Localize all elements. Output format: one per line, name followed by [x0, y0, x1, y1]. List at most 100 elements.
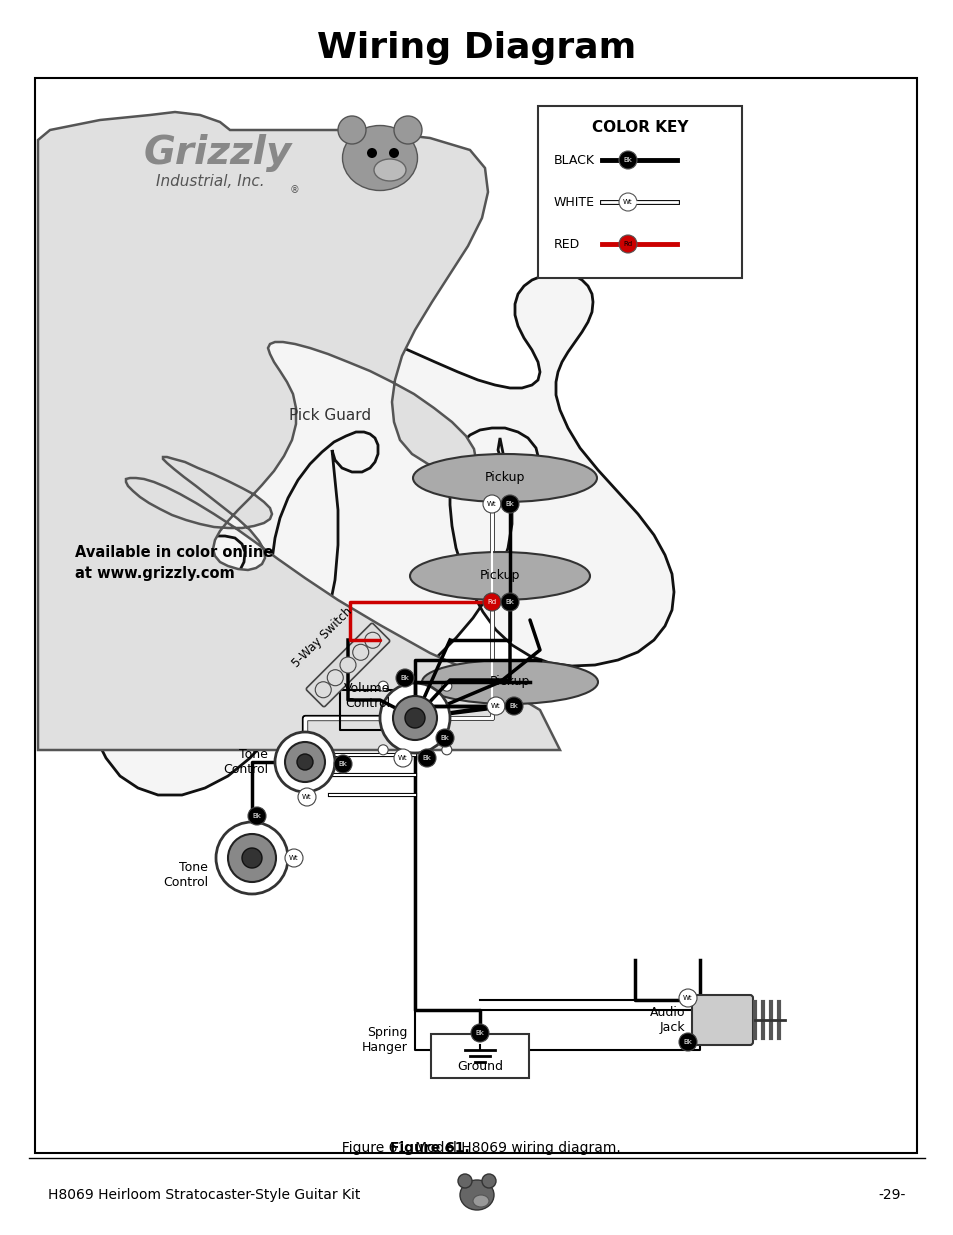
Text: RED: RED [554, 237, 579, 251]
Circle shape [242, 848, 262, 868]
Ellipse shape [473, 1195, 489, 1207]
Text: Audio
Jack: Audio Jack [649, 1007, 684, 1034]
Text: Pick Guard: Pick Guard [289, 408, 371, 422]
Text: -29-: -29- [878, 1188, 905, 1202]
Circle shape [482, 593, 500, 611]
Ellipse shape [374, 159, 406, 182]
Circle shape [297, 788, 315, 806]
Circle shape [355, 647, 365, 657]
Text: Bk: Bk [623, 157, 632, 163]
Circle shape [436, 729, 454, 747]
Circle shape [285, 742, 325, 782]
Circle shape [337, 116, 366, 144]
Text: Bk: Bk [505, 599, 514, 605]
Text: Wt: Wt [397, 755, 407, 761]
Text: Bk: Bk [422, 755, 431, 761]
FancyBboxPatch shape [537, 106, 741, 278]
Text: Bk: Bk [505, 501, 514, 508]
Text: Bk: Bk [400, 676, 409, 680]
Text: Bk: Bk [509, 703, 517, 709]
Text: Wt: Wt [682, 995, 692, 1002]
Circle shape [482, 495, 500, 513]
Circle shape [327, 669, 343, 685]
Circle shape [441, 682, 452, 692]
Circle shape [228, 834, 275, 882]
Circle shape [500, 593, 518, 611]
Polygon shape [56, 115, 673, 795]
Circle shape [364, 632, 380, 648]
Text: Bk: Bk [440, 735, 449, 741]
Circle shape [248, 806, 266, 825]
Text: Wiring Diagram: Wiring Diagram [317, 31, 636, 65]
Text: Bk: Bk [683, 1039, 692, 1045]
Circle shape [481, 1174, 496, 1188]
Circle shape [394, 116, 421, 144]
Circle shape [367, 635, 377, 645]
Text: Ground: Ground [456, 1061, 502, 1073]
Circle shape [393, 697, 436, 740]
Text: Wt: Wt [622, 199, 632, 205]
Ellipse shape [342, 126, 417, 190]
Circle shape [441, 745, 452, 755]
Text: Pickup: Pickup [479, 569, 519, 583]
Text: Grizzly: Grizzly [144, 135, 292, 172]
Circle shape [296, 755, 313, 769]
Circle shape [618, 193, 637, 211]
Text: COLOR KEY: COLOR KEY [591, 121, 687, 136]
Text: Tone
Control: Tone Control [223, 748, 268, 776]
Circle shape [377, 682, 388, 692]
Text: Figure 61.: Figure 61. [390, 1141, 469, 1155]
Ellipse shape [421, 659, 598, 704]
Text: Tone
Control: Tone Control [163, 861, 208, 889]
Circle shape [318, 684, 328, 695]
Text: Rd: Rd [487, 599, 497, 605]
FancyBboxPatch shape [306, 624, 390, 706]
Circle shape [679, 1032, 697, 1051]
Circle shape [618, 151, 637, 169]
Circle shape [504, 697, 522, 715]
Circle shape [334, 755, 352, 773]
Circle shape [486, 697, 504, 715]
Text: ®: ® [290, 185, 299, 195]
Circle shape [417, 748, 436, 767]
Text: WHITE: WHITE [554, 195, 595, 209]
Circle shape [274, 732, 335, 792]
Text: H8069 Heirloom Stratocaster-Style Guitar Kit: H8069 Heirloom Stratocaster-Style Guitar… [48, 1188, 360, 1202]
Text: Bk: Bk [475, 1030, 484, 1036]
Text: Wt: Wt [487, 501, 497, 508]
Text: Wt: Wt [491, 703, 500, 709]
Circle shape [215, 823, 288, 894]
Text: BLACK: BLACK [554, 153, 595, 167]
Text: Bk: Bk [253, 813, 261, 819]
Ellipse shape [413, 454, 597, 501]
Polygon shape [38, 112, 559, 750]
Circle shape [377, 745, 388, 755]
Text: Spring
Hanger: Spring Hanger [362, 1026, 408, 1053]
Circle shape [618, 235, 637, 253]
Text: Bk: Bk [338, 761, 347, 767]
Circle shape [395, 669, 414, 687]
Text: Pickup: Pickup [489, 676, 530, 688]
Circle shape [500, 495, 518, 513]
Circle shape [379, 683, 450, 753]
Circle shape [394, 748, 412, 767]
Circle shape [330, 673, 340, 683]
Text: Available in color online
at www.grizzly.com: Available in color online at www.grizzly… [75, 545, 274, 580]
Circle shape [343, 659, 353, 671]
FancyBboxPatch shape [431, 1034, 529, 1078]
Circle shape [353, 645, 369, 661]
FancyBboxPatch shape [691, 995, 752, 1045]
Circle shape [339, 657, 355, 673]
Ellipse shape [410, 552, 589, 600]
Circle shape [471, 1024, 489, 1042]
Text: Figure 61. Model H8069 wiring diagram.: Figure 61. Model H8069 wiring diagram. [333, 1141, 620, 1155]
Circle shape [389, 148, 398, 158]
Text: Rd: Rd [622, 241, 632, 247]
Text: 5-Way Switch: 5-Way Switch [289, 604, 355, 669]
Text: Wt: Wt [289, 855, 298, 861]
Circle shape [314, 682, 331, 698]
Circle shape [405, 708, 424, 727]
Circle shape [367, 148, 376, 158]
Text: Industrial, Inc.: Industrial, Inc. [155, 174, 264, 189]
Circle shape [285, 848, 303, 867]
